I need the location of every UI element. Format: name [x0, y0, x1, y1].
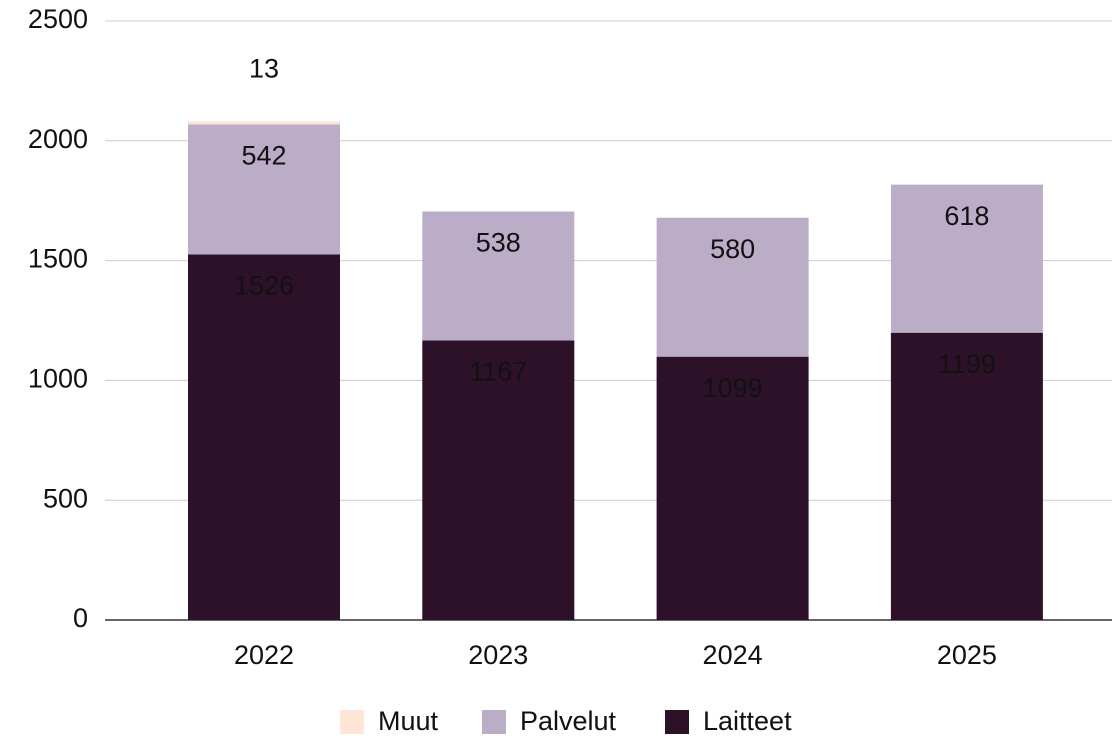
y-tick-label: 500 [43, 483, 88, 513]
bar-segment [188, 254, 340, 620]
y-tick-label: 1500 [28, 244, 88, 274]
bar-segment [188, 124, 340, 255]
legend-swatch [665, 710, 689, 734]
bar-segment [890, 184, 1043, 333]
x-tick-label: 2025 [937, 640, 997, 670]
legend-label: Muut [378, 706, 439, 736]
y-tick-label: 2500 [28, 4, 88, 34]
x-tick-label: 2024 [703, 640, 763, 670]
data-label: 618 [944, 201, 989, 231]
bar-segment [422, 340, 575, 620]
x-tick-label: 2022 [234, 640, 294, 670]
y-tick-label: 0 [73, 603, 88, 633]
bar-segment [890, 332, 1043, 620]
data-label: 1526 [234, 270, 294, 300]
bar-segment [422, 211, 575, 341]
bar-segment [656, 356, 809, 620]
x-tick-label: 2023 [468, 640, 528, 670]
legend-swatch [340, 710, 364, 734]
legend-swatch [482, 710, 506, 734]
y-tick-label: 2000 [28, 124, 88, 154]
data-label: 542 [241, 141, 286, 171]
legend-label: Laitteet [703, 706, 792, 736]
data-label: 1167 [469, 357, 527, 387]
bar-segment [188, 121, 340, 125]
legend-label: Palvelut [520, 706, 617, 736]
data-label: 580 [710, 234, 755, 264]
bar-segment [656, 217, 809, 357]
data-label: 1099 [703, 373, 763, 403]
data-label: 538 [476, 228, 521, 258]
data-label: 1199 [938, 349, 996, 379]
y-tick-label: 1000 [28, 364, 88, 394]
data-label: 13 [249, 54, 279, 84]
